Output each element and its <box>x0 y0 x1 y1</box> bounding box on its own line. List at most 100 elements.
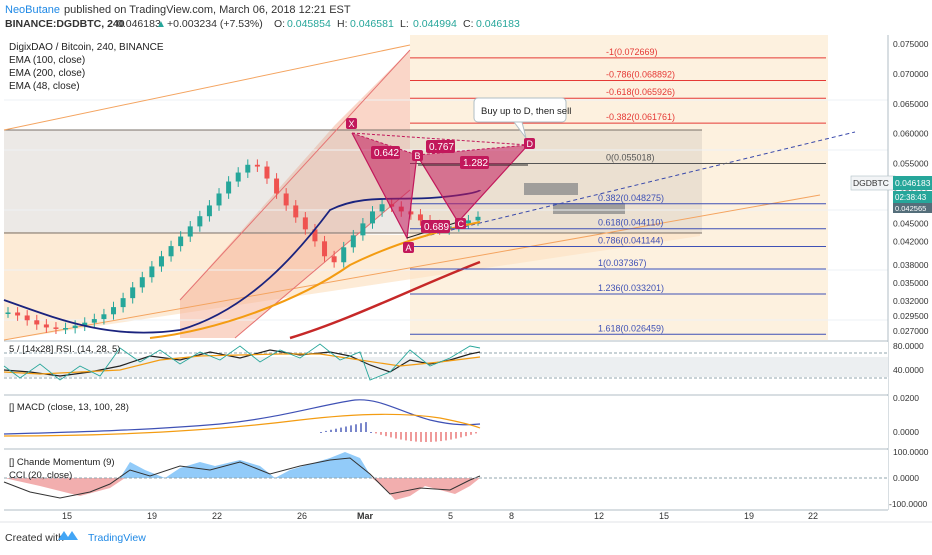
ohlc-value: 0.046581 <box>350 18 394 30</box>
time-tick: 15 <box>62 511 72 521</box>
macd-histogram-bar <box>465 432 467 437</box>
pattern-ratio-badge <box>426 140 455 153</box>
pattern-point-badge <box>455 218 466 229</box>
pattern-bd <box>416 144 529 156</box>
price-tick: 0.038000 <box>893 260 929 270</box>
price-badge-countdown: 02:38:43 <box>895 193 927 202</box>
price-tick: 0.045000 <box>893 218 929 228</box>
macd-histogram-bar <box>335 428 337 432</box>
macd-histogram-bar <box>370 432 372 433</box>
tradingview-logo-icon <box>58 531 78 540</box>
macd-histogram-bar <box>360 423 362 432</box>
chande-label: [] Chande Momentum (9) <box>9 457 115 468</box>
pattern-ratio-badge <box>460 156 489 169</box>
candle-body <box>360 223 366 236</box>
publisher-link[interactable]: NeoButane <box>5 4 60 16</box>
pattern-xb <box>351 132 418 156</box>
macd-histogram-bar <box>475 432 477 434</box>
ohlc-key: O: <box>274 18 285 30</box>
ema100-line <box>3 189 481 334</box>
candle-body <box>417 214 423 221</box>
chande-positive <box>120 452 380 478</box>
macd-histogram-bar <box>460 432 462 438</box>
macd-label: [] MACD (close, 13, 100, 28) <box>9 402 129 413</box>
target-box-2 <box>553 203 625 214</box>
pattern-ratio-label: 0.767 <box>429 142 454 153</box>
cci-label: CCI (20, close) <box>9 470 72 481</box>
fib-label: 0.618(0.044110) <box>598 218 663 228</box>
candle-body <box>235 172 241 182</box>
fib-label: -1(0.072669) <box>606 47 658 57</box>
pattern-ratio-label: 1.282 <box>463 158 488 169</box>
candle-body <box>322 241 328 257</box>
macd-histogram-bar <box>375 432 377 434</box>
candle-body <box>158 256 164 267</box>
created-with-text: Created with <box>5 532 64 544</box>
time-tick: 22 <box>808 511 818 521</box>
pattern-point-badge <box>403 242 414 253</box>
footer: Created with TradingView <box>0 521 932 544</box>
pattern-ratio-label: 0.689 <box>424 222 449 233</box>
candle-body <box>43 324 49 328</box>
time-tick: 19 <box>147 511 157 521</box>
macd-histogram-bar <box>330 429 332 432</box>
macd-histogram-bar <box>420 432 422 442</box>
macd-histogram-bar <box>410 432 412 442</box>
candle-body <box>111 307 117 315</box>
upper-trend-line <box>3 44 411 131</box>
candle-body <box>379 204 385 212</box>
candle-body <box>139 277 145 288</box>
candle-body <box>293 205 299 218</box>
published-text: published on TradingView.com, March 06, … <box>64 4 351 16</box>
last-price: 0.046183 <box>117 18 161 30</box>
macd-histogram-bar <box>380 432 382 435</box>
pattern-point-label: A <box>406 243 412 253</box>
ohlc-key: L: <box>400 18 409 30</box>
macd-signal <box>3 413 481 437</box>
note-pointer <box>513 121 527 139</box>
candle-body <box>72 325 78 329</box>
price-badge-extra: 0.042565 <box>895 204 926 213</box>
candle-body <box>475 216 481 221</box>
candle-body <box>350 235 356 248</box>
macd-histogram-bar <box>365 422 367 432</box>
fib-label: 0(0.055018) <box>606 152 655 162</box>
macd-histogram-bar <box>470 432 472 435</box>
change-arrow-icon: ▲ <box>156 19 166 30</box>
pattern-xd <box>351 132 529 146</box>
range-box <box>4 130 702 233</box>
cci-line <box>3 457 481 499</box>
macd-histogram-bar <box>445 432 447 441</box>
pattern-bcd-fill <box>417 145 528 222</box>
price-tick: 0.027000 <box>893 326 929 336</box>
candle-body <box>341 247 347 263</box>
macd-histogram-bar <box>435 432 437 442</box>
pattern-point-badge <box>412 150 423 161</box>
rsi-signal <box>3 353 481 375</box>
time-tick: 8 <box>509 511 514 521</box>
pattern-ratio-badge <box>421 220 450 233</box>
candle-body <box>5 312 11 314</box>
macd-line <box>3 399 481 435</box>
rising-channel-top <box>179 49 411 301</box>
tradingview-brand[interactable]: TradingView <box>88 532 146 544</box>
macd-histogram-bar <box>345 426 347 432</box>
macd-tick: 0.0200 <box>893 393 919 403</box>
macd-histogram-bar <box>450 432 452 440</box>
pattern-ratio-label: 0.642 <box>374 148 399 159</box>
macd-histogram-bar <box>320 432 322 433</box>
rsi-band <box>4 357 888 377</box>
ohlc-key: C: <box>463 18 474 30</box>
candle-body <box>120 298 126 308</box>
macd-histogram-bar <box>355 424 357 432</box>
candle-body <box>130 287 136 299</box>
candle-body <box>197 216 203 227</box>
pattern-point-label: D <box>527 139 534 149</box>
candle-body <box>408 211 414 215</box>
candle-body <box>91 319 97 323</box>
chande-tick: -100.0000 <box>889 499 928 509</box>
macd-histogram-bar <box>340 427 342 432</box>
fib-label: -0.786(0.068892) <box>606 69 675 79</box>
